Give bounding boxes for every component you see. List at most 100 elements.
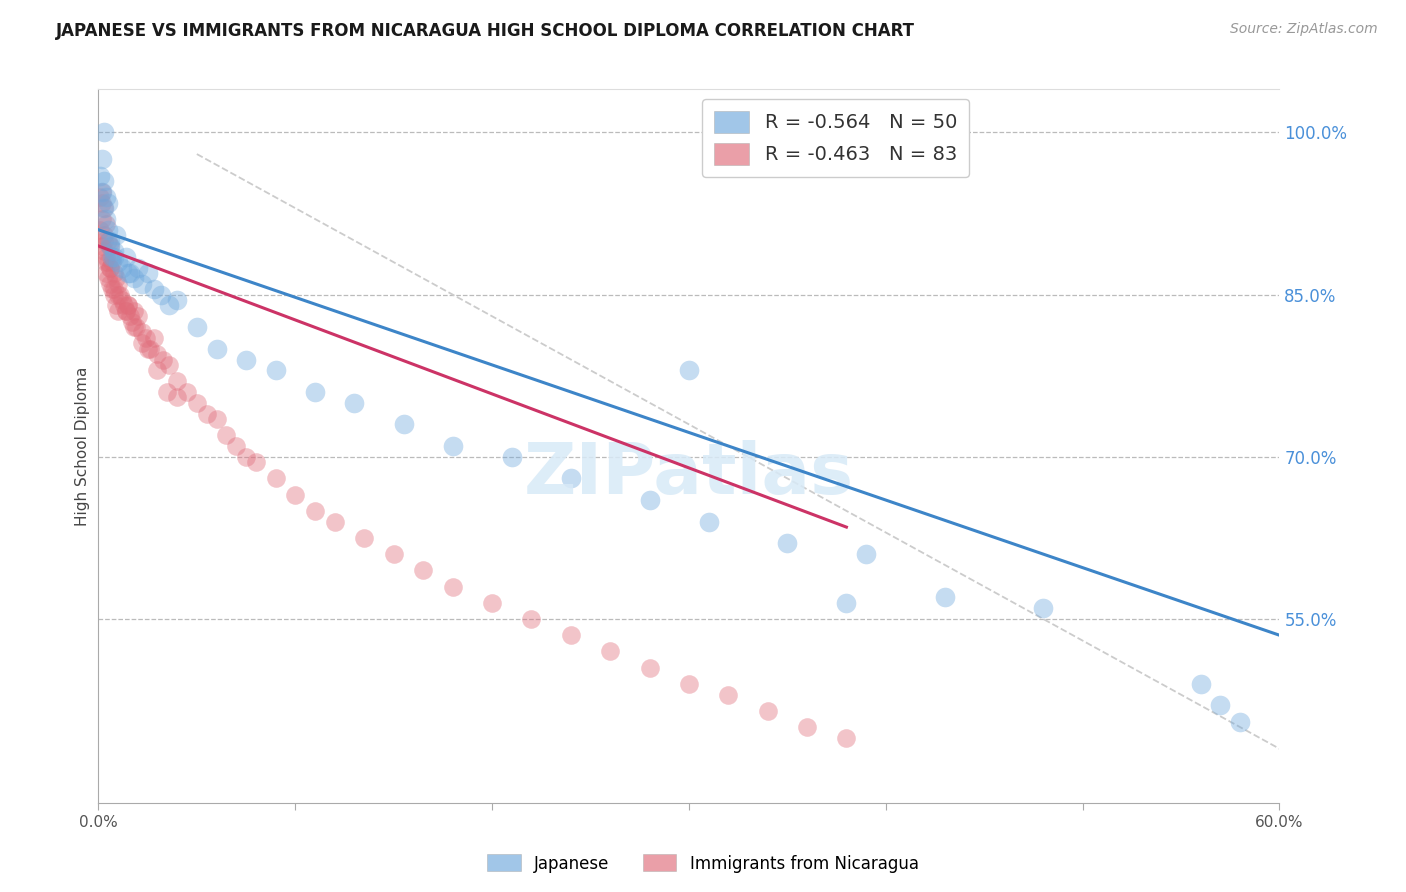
Point <box>146 347 169 361</box>
Point <box>122 320 145 334</box>
Point <box>91 195 114 210</box>
Point <box>481 596 503 610</box>
Point <box>678 363 700 377</box>
Point <box>98 277 121 291</box>
Point <box>186 320 208 334</box>
Point <box>150 287 173 301</box>
Point <box>105 228 128 243</box>
Point <box>93 228 115 243</box>
Point <box>91 239 114 253</box>
Point <box>101 282 124 296</box>
Point <box>560 471 582 485</box>
Point <box>111 260 134 275</box>
Point <box>235 352 257 367</box>
Point <box>264 471 287 485</box>
Point <box>235 450 257 464</box>
Point <box>835 731 858 745</box>
Point <box>91 185 114 199</box>
Point <box>353 531 375 545</box>
Point <box>166 293 188 307</box>
Point <box>142 331 165 345</box>
Point <box>118 310 141 324</box>
Point <box>96 255 118 269</box>
Point <box>96 266 118 280</box>
Point <box>501 450 523 464</box>
Point <box>103 282 125 296</box>
Point <box>131 277 153 291</box>
Point <box>131 326 153 340</box>
Point <box>796 720 818 734</box>
Point <box>835 596 858 610</box>
Point <box>215 428 238 442</box>
Point <box>392 417 415 432</box>
Point <box>131 336 153 351</box>
Point <box>115 303 138 318</box>
Point <box>855 547 877 561</box>
Point <box>91 185 114 199</box>
Point <box>97 195 120 210</box>
Point <box>98 239 121 253</box>
Point <box>638 493 661 508</box>
Point <box>93 125 115 139</box>
Point <box>103 250 125 264</box>
Point <box>136 266 159 280</box>
Point <box>93 244 115 259</box>
Point <box>157 298 180 312</box>
Point <box>108 287 131 301</box>
Point <box>112 298 135 312</box>
Point <box>1189 677 1212 691</box>
Point <box>382 547 405 561</box>
Point <box>101 250 124 264</box>
Point <box>107 277 129 291</box>
Point <box>97 255 120 269</box>
Point <box>717 688 740 702</box>
Point <box>127 260 149 275</box>
Point <box>343 396 366 410</box>
Point <box>152 352 174 367</box>
Point <box>103 266 125 280</box>
Legend: Japanese, Immigrants from Nicaragua: Japanese, Immigrants from Nicaragua <box>481 847 925 880</box>
Point <box>115 250 138 264</box>
Point <box>97 234 120 248</box>
Point <box>105 298 128 312</box>
Y-axis label: High School Diploma: High School Diploma <box>75 367 90 525</box>
Point <box>205 342 228 356</box>
Point <box>697 515 720 529</box>
Point <box>121 315 143 329</box>
Point <box>138 342 160 356</box>
Point <box>91 211 114 226</box>
Point <box>127 310 149 324</box>
Point <box>118 266 141 280</box>
Point <box>756 704 779 718</box>
Point <box>122 271 145 285</box>
Point <box>107 303 129 318</box>
Point <box>89 223 111 237</box>
Point <box>520 612 543 626</box>
Point <box>89 169 111 183</box>
Point <box>678 677 700 691</box>
Point <box>245 455 267 469</box>
Point <box>125 320 148 334</box>
Text: Source: ZipAtlas.com: Source: ZipAtlas.com <box>1230 22 1378 37</box>
Point <box>98 234 121 248</box>
Point <box>135 331 157 345</box>
Point <box>93 201 115 215</box>
Point <box>638 660 661 674</box>
Point <box>89 190 111 204</box>
Point <box>103 244 125 259</box>
Point <box>93 174 115 188</box>
Point <box>441 580 464 594</box>
Point <box>195 407 218 421</box>
Point <box>105 271 128 285</box>
Point <box>1209 698 1232 713</box>
Point <box>98 260 121 275</box>
Point <box>93 201 115 215</box>
Point <box>264 363 287 377</box>
Point <box>103 287 125 301</box>
Point <box>107 287 129 301</box>
Point <box>304 504 326 518</box>
Point <box>599 644 621 658</box>
Point <box>117 298 139 312</box>
Point <box>136 342 159 356</box>
Point <box>934 591 956 605</box>
